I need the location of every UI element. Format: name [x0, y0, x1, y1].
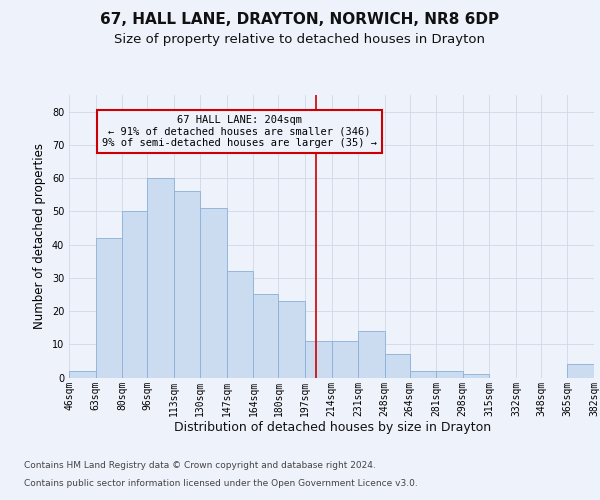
- Bar: [253, 294, 278, 378]
- Text: Contains public sector information licensed under the Open Government Licence v3: Contains public sector information licen…: [24, 478, 418, 488]
- Bar: [95, 238, 122, 378]
- Bar: [278, 301, 305, 378]
- Bar: [436, 371, 463, 378]
- Bar: [122, 212, 147, 378]
- Text: 67, HALL LANE, DRAYTON, NORWICH, NR8 6DP: 67, HALL LANE, DRAYTON, NORWICH, NR8 6DP: [100, 12, 500, 28]
- Bar: [147, 178, 173, 378]
- Bar: [173, 192, 200, 378]
- Text: 67 HALL LANE: 204sqm
← 91% of detached houses are smaller (346)
9% of semi-detac: 67 HALL LANE: 204sqm ← 91% of detached h…: [102, 115, 377, 148]
- Bar: [568, 364, 594, 378]
- Bar: [385, 354, 410, 378]
- Bar: [69, 371, 95, 378]
- Bar: [410, 371, 436, 378]
- Bar: [463, 374, 490, 378]
- Bar: [200, 208, 227, 378]
- Text: Size of property relative to detached houses in Drayton: Size of property relative to detached ho…: [115, 32, 485, 46]
- Text: Contains HM Land Registry data © Crown copyright and database right 2024.: Contains HM Land Registry data © Crown c…: [24, 461, 376, 470]
- Bar: [331, 341, 358, 378]
- Bar: [305, 341, 331, 378]
- Bar: [227, 271, 253, 378]
- Bar: [358, 331, 385, 378]
- Y-axis label: Number of detached properties: Number of detached properties: [33, 143, 46, 329]
- Text: Distribution of detached houses by size in Drayton: Distribution of detached houses by size …: [175, 421, 491, 434]
